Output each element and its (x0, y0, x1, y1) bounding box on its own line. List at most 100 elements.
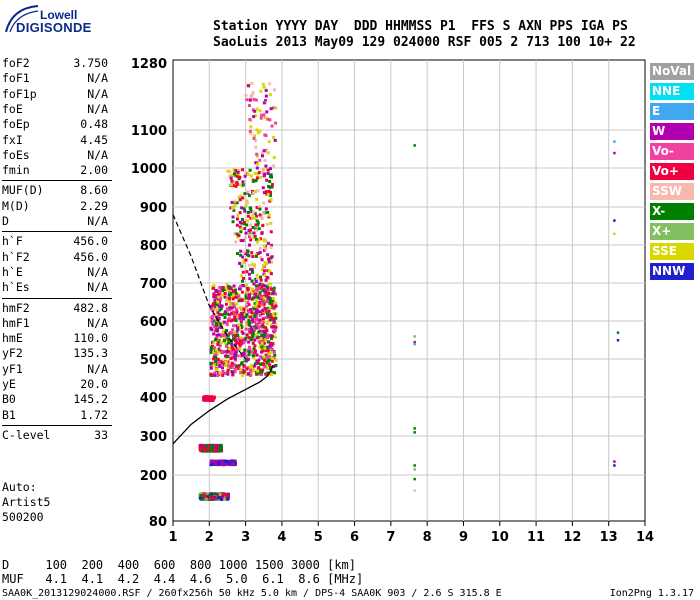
echo-point (207, 397, 211, 401)
echo-point (252, 367, 256, 371)
echo-point (231, 461, 235, 465)
echo-point (215, 348, 219, 352)
echo-point (265, 320, 269, 324)
echo-point (248, 228, 252, 232)
echo-point (212, 493, 216, 497)
echo-point (224, 286, 228, 290)
echo-point (218, 493, 222, 497)
echo-point (220, 460, 224, 464)
param-value: N/A (87, 86, 108, 101)
echo-point (250, 291, 254, 295)
echo-point (213, 496, 217, 500)
echo-point (200, 494, 204, 498)
echo-point (225, 496, 229, 500)
echo-point (200, 497, 204, 501)
param-key: foF1 (2, 71, 30, 86)
echo-point (213, 361, 217, 365)
echo-point (203, 447, 207, 451)
param-value: N/A (87, 71, 108, 86)
echo-point (269, 367, 273, 371)
echo-point (218, 445, 222, 449)
echo-point (222, 495, 226, 499)
echo-point (219, 462, 223, 466)
echo-point (220, 497, 224, 501)
echo-point (208, 445, 212, 449)
echo-point (200, 449, 204, 453)
echo-point (247, 286, 251, 290)
echo-point (236, 292, 240, 296)
echo-point (219, 447, 223, 451)
echo-point (244, 315, 248, 319)
echo-point (246, 288, 250, 292)
echo-point (264, 278, 268, 282)
echo-point (208, 495, 212, 499)
echo-point (269, 297, 273, 301)
echo-point (255, 152, 259, 156)
echo-point (255, 359, 259, 363)
echo-point (208, 444, 212, 448)
echo-point (258, 325, 262, 329)
echo-point (204, 447, 208, 451)
echo-point (203, 444, 207, 448)
echo-point (212, 447, 216, 451)
echo-point (226, 312, 230, 316)
echo-point (207, 494, 211, 498)
echo-point (238, 198, 242, 202)
echo-point (220, 497, 224, 501)
echo-point (260, 298, 264, 302)
echo-point (252, 351, 256, 355)
echo-point (220, 493, 224, 497)
echo-point (203, 444, 207, 448)
echo-point (208, 443, 212, 447)
echo-point (232, 181, 236, 185)
echo-point (204, 397, 208, 401)
echo-point (218, 459, 222, 463)
echo-point (240, 314, 244, 318)
echo-point (211, 398, 215, 402)
echo-point (237, 183, 241, 187)
echo-point (204, 445, 208, 449)
echo-point (256, 369, 260, 373)
echo-point (211, 494, 215, 498)
echo-point (213, 495, 217, 499)
echo-point (207, 497, 211, 501)
echo-point (249, 223, 253, 227)
echo-point (239, 311, 243, 315)
echo-point (219, 493, 223, 497)
echo-point (266, 335, 270, 339)
echo-point (255, 154, 259, 158)
echo-point (233, 357, 237, 361)
echo-point (204, 445, 208, 449)
echo-point (215, 352, 219, 356)
echo-point (218, 445, 222, 449)
echo-point (263, 328, 267, 332)
echo-point (267, 340, 271, 344)
echo-point (220, 461, 224, 465)
echo-point (206, 497, 210, 501)
station-header: Station YYYY DAY DDD HHMMSS P1 FFS S AXN… (213, 19, 636, 51)
echo-point (208, 444, 212, 448)
echo-point (264, 207, 268, 211)
echo-point (203, 395, 207, 399)
echo-point (273, 364, 277, 368)
echo-point (225, 493, 229, 497)
echo-point (613, 232, 616, 236)
echo-point (245, 83, 249, 87)
echo-point (240, 218, 244, 222)
echo-point (270, 318, 274, 322)
echo-point (209, 447, 213, 451)
echo-point (271, 306, 275, 310)
echo-point (270, 292, 274, 296)
param-row-fof2: foF2 3.750 (2, 56, 108, 71)
echo-point (260, 268, 264, 272)
echo-point (229, 460, 233, 464)
echo-point (212, 357, 216, 361)
param-value: 20.0 (80, 377, 108, 391)
echo-point (254, 179, 258, 183)
echo-point (264, 310, 268, 314)
echo-point (239, 194, 243, 198)
echo-point (255, 313, 259, 317)
echo-point (219, 445, 223, 449)
echo-point (247, 295, 251, 299)
echo-point (223, 494, 227, 498)
